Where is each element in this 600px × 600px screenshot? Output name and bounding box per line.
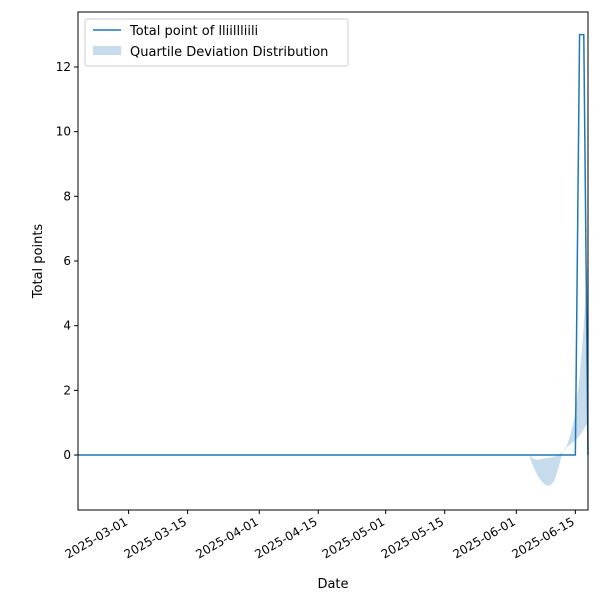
legend-band-swatch [93,46,121,55]
x-tick-label: 2025-03-15 [122,514,189,561]
y-tick-label: 4 [63,319,71,333]
y-tick-label: 12 [56,60,71,74]
x-tick-label: 2025-04-01 [193,514,260,561]
x-tick-label: 2025-04-15 [252,514,319,561]
y-axis-label: Total points [31,224,46,300]
x-tick-label: 2025-05-01 [320,514,387,561]
legend: Total point of lliillliili Quartile Devi… [84,18,349,67]
y-tick-label: 8 [63,189,71,203]
y-tick-label: 0 [63,448,71,462]
y-axis: 0 2 4 6 8 10 12 [56,60,78,462]
y-tick-label: 2 [63,383,71,397]
series-line [78,33,589,456]
x-tick-label: 2025-06-15 [509,514,576,561]
x-tick-label: 2025-06-01 [450,514,517,561]
x-axis-label: Date [317,577,348,592]
legend-band-label: Quartile Deviation Distribution [130,45,328,60]
y-tick-label: 6 [63,254,71,268]
legend-series-label: Total point of lliillliili [129,24,258,39]
legend-box [84,18,349,67]
x-tick-label: 2025-03-01 [63,514,130,561]
quartile-band-area [528,254,588,486]
axes-frame [77,11,589,511]
plot-area [78,33,589,486]
x-tick-label: 2025-05-15 [379,514,446,561]
y-tick-label: 10 [56,125,71,139]
